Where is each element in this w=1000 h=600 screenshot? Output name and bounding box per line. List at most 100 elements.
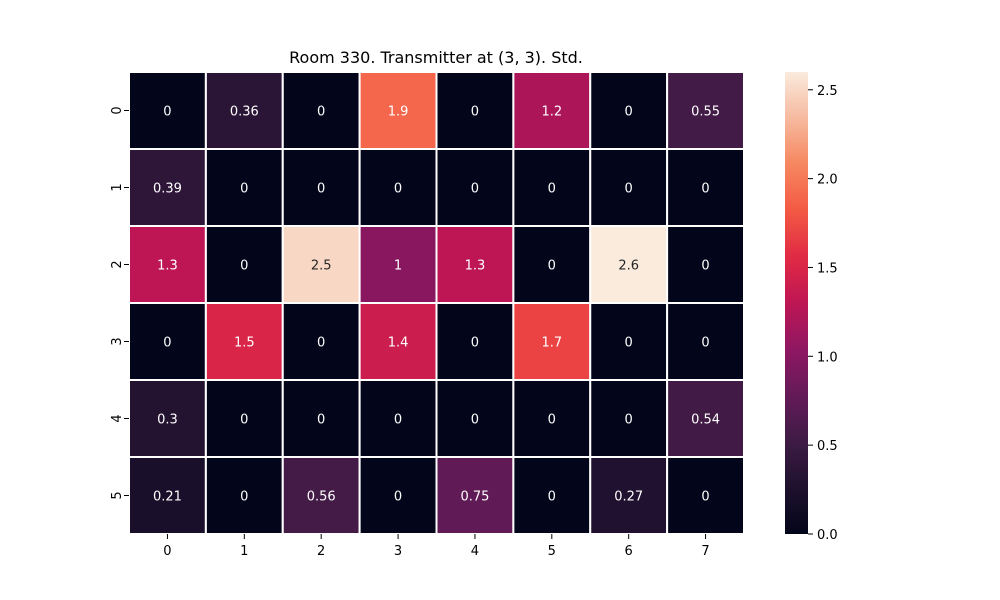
x-tick-label-3: 3 (394, 544, 402, 559)
cell-label-r0-c2: 0 (317, 105, 325, 120)
heatmap-cells (128, 71, 745, 535)
cell-label-r3-c4: 0 (471, 336, 479, 351)
x-tick-label-6: 6 (625, 544, 633, 559)
heatmap-cell-r1-c5 (512, 148, 592, 227)
cell-label-r5-c0: 0.21 (153, 490, 182, 505)
cell-label-r0-c6: 0 (625, 105, 633, 120)
colorbar-gradient (785, 72, 808, 534)
cell-label-r4-c6: 0 (625, 413, 633, 428)
cell-label-r5-c1: 0 (240, 490, 248, 505)
cell-label-r2-c1: 0 (240, 259, 248, 274)
colorbar-tick-label-3: 1.5 (817, 261, 838, 276)
cell-label-r1-c5: 0 (548, 182, 556, 197)
cell-label-r0-c4: 0 (471, 105, 479, 120)
cell-label-r4-c1: 0 (240, 413, 248, 428)
cell-label-r0-c7: 0.55 (691, 105, 720, 120)
cell-label-r4-c5: 0 (548, 413, 556, 428)
cell-label-r0-c0: 0 (163, 105, 171, 120)
x-tick-label-2: 2 (317, 544, 325, 559)
colorbar-tick-label-4: 2.0 (817, 173, 838, 188)
y-tick-label-5: 5 (110, 491, 125, 499)
cell-label-r2-c7: 0 (701, 259, 709, 274)
cell-label-r1-c3: 0 (394, 182, 402, 197)
x-axis: 0 1 2 3 4 5 6 7 (163, 534, 710, 559)
colorbar-tick-label-1: 0.5 (817, 439, 838, 454)
cell-label-r1-c6: 0 (625, 182, 633, 197)
heatmap-cell-r5-c6 (589, 456, 669, 535)
cell-label-r5-c2: 0.56 (307, 490, 336, 505)
cell-label-r0-c3: 1.9 (388, 105, 409, 120)
cell-label-r5-c4: 0.75 (460, 490, 489, 505)
cell-label-r2-c5: 0 (548, 259, 556, 274)
cell-label-r3-c1: 1.5 (234, 336, 255, 351)
heatmap-cell-r4-c3 (358, 379, 438, 458)
colorbar-tick-label-5: 2.5 (817, 84, 838, 99)
colorbar-tick-label-0: 0.0 (817, 528, 838, 543)
cell-label-r4-c0: 0.3 (157, 413, 178, 428)
x-tick-label-0: 0 (163, 544, 171, 559)
heatmap-cell-r5-c7 (666, 456, 745, 535)
y-tick-label-0: 0 (110, 106, 125, 114)
heatmap-cell-r2-c6 (589, 225, 669, 304)
cell-label-r2-c0: 1.3 (157, 259, 178, 274)
heatmap-cell-r0-c7 (666, 71, 745, 150)
heatmap-cell-r1-c3 (358, 148, 438, 227)
cell-label-r5-c6: 0.27 (614, 490, 643, 505)
cell-label-r5-c5: 0 (548, 490, 556, 505)
cell-label-r2-c4: 1.3 (465, 259, 486, 274)
colorbar-tick-label-2: 1.0 (817, 350, 838, 365)
cell-label-r3-c2: 0 (317, 336, 325, 351)
colorbar: 0.0 0.5 1.0 1.5 2.0 2.5 (785, 72, 838, 543)
cell-label-r3-c6: 0 (625, 336, 633, 351)
y-tick-label-2: 2 (110, 260, 125, 268)
cell-label-r5-c7: 0 (701, 490, 709, 505)
x-tick-label-7: 7 (701, 544, 709, 559)
cell-label-r2-c3: 1 (394, 259, 402, 274)
heatmap-cell-r3-c3 (358, 302, 438, 381)
cell-label-r3-c3: 1.4 (388, 336, 409, 351)
cell-label-r1-c2: 0 (317, 182, 325, 197)
chart-title: Room 330. Transmitter at (3, 3). Std. (289, 48, 583, 67)
x-tick-label-5: 5 (548, 544, 556, 559)
cell-label-r4-c3: 0 (394, 413, 402, 428)
heatmap-cell-r2-c3 (358, 225, 438, 304)
heatmap-cell-labels: 0 0.36 0 1.9 0 1.2 0 0.55 0.39 0 0 0 0 0 0 0 1.3 0 2.5 1 1.3… (153, 105, 720, 505)
cell-label-r1-c7: 0 (701, 182, 709, 197)
heatmap-cell-r5-c5 (512, 456, 592, 535)
heatmap-cell-r1-c1 (204, 148, 284, 227)
cell-label-r3-c0: 0 (163, 336, 171, 351)
y-tick-label-3: 3 (110, 337, 125, 345)
cell-label-r1-c0: 0.39 (153, 182, 182, 197)
x-tick-label-1: 1 (240, 544, 248, 559)
cell-label-r0-c1: 0.36 (230, 105, 259, 120)
heatmap-cell-r3-c4 (435, 302, 515, 381)
cell-label-r5-c3: 0 (394, 490, 402, 505)
cell-label-r1-c1: 0 (240, 182, 248, 197)
heatmap-cell-r1-c7 (666, 148, 745, 227)
cell-label-r0-c5: 1.2 (541, 105, 562, 120)
heatmap-cell-r3-c2 (281, 302, 361, 381)
heatmap-cell-r0-c5 (512, 71, 592, 150)
heatmap-cell-r5-c1 (204, 456, 284, 535)
heatmap-cell-r0-c1 (204, 71, 284, 150)
x-tick-label-4: 4 (471, 544, 479, 559)
heatmap-cell-r3-c6 (589, 302, 669, 381)
y-tick-label-1: 1 (110, 183, 125, 191)
heatmap-cell-r2-c1 (204, 225, 284, 304)
cell-label-r2-c6: 2.6 (618, 259, 639, 274)
heatmap-cell-r4-c7 (666, 379, 745, 458)
cell-label-r4-c4: 0 (471, 413, 479, 428)
cell-label-r3-c5: 1.7 (541, 336, 562, 351)
heatmap-cell-r4-c4 (435, 379, 515, 458)
heatmap-cell-r2-c4 (435, 225, 515, 304)
heatmap-cell-r5-c4 (435, 456, 515, 535)
heatmap-cell-r2-c2 (281, 225, 361, 304)
cell-label-r3-c7: 0 (701, 336, 709, 351)
cell-label-r4-c7: 0.54 (691, 413, 720, 428)
y-axis: 0 1 2 3 4 5 (110, 106, 129, 500)
cell-label-r1-c4: 0 (471, 182, 479, 197)
cell-label-r4-c2: 0 (317, 413, 325, 428)
cell-label-r2-c2: 2.5 (311, 259, 332, 274)
